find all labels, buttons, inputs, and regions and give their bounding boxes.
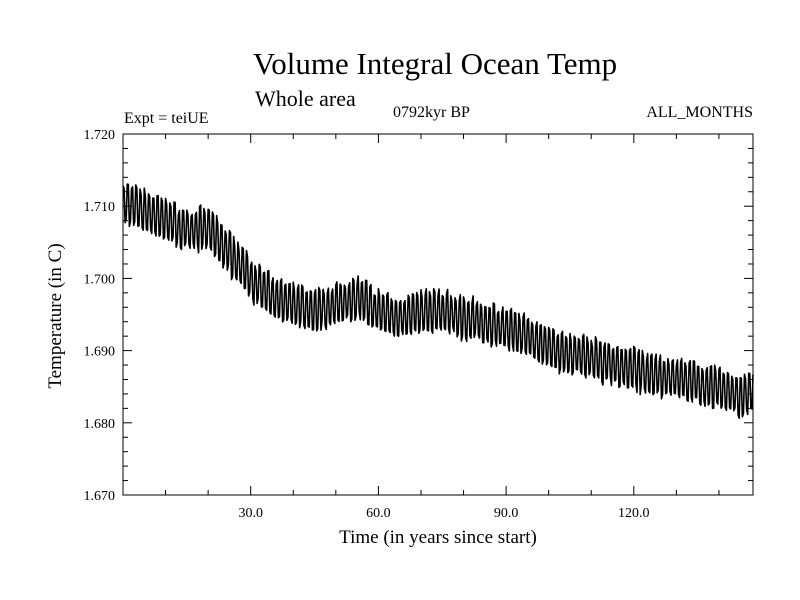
months-label: ALL_MONTHS xyxy=(646,104,753,121)
chart-title: Volume Integral Ocean Temp xyxy=(252,46,618,81)
x-tick-label: 120.0 xyxy=(618,506,650,521)
y-tick-label: 1.670 xyxy=(84,489,116,504)
y-tick-label: 1.720 xyxy=(84,128,116,143)
experiment-label: Expt = teiUE xyxy=(124,110,209,127)
plot-frame xyxy=(122,133,754,496)
x-axis-label: Time (in years since start) xyxy=(339,527,537,548)
chart-subtitle: Whole area xyxy=(255,86,356,111)
y-tick-label: 1.700 xyxy=(84,272,116,287)
x-tick-label: 60.0 xyxy=(366,506,391,521)
y-tick-label: 1.680 xyxy=(84,417,116,432)
y-tick-label: 1.710 xyxy=(84,200,116,215)
period-label: 0792kyr BP xyxy=(393,104,470,121)
x-tick-label: 90.0 xyxy=(494,506,519,521)
series-line xyxy=(122,183,754,419)
y-axis-label: Temperature (in C) xyxy=(45,243,66,389)
y-tick-label: 1.690 xyxy=(84,345,116,360)
x-tick-label: 30.0 xyxy=(238,506,263,521)
